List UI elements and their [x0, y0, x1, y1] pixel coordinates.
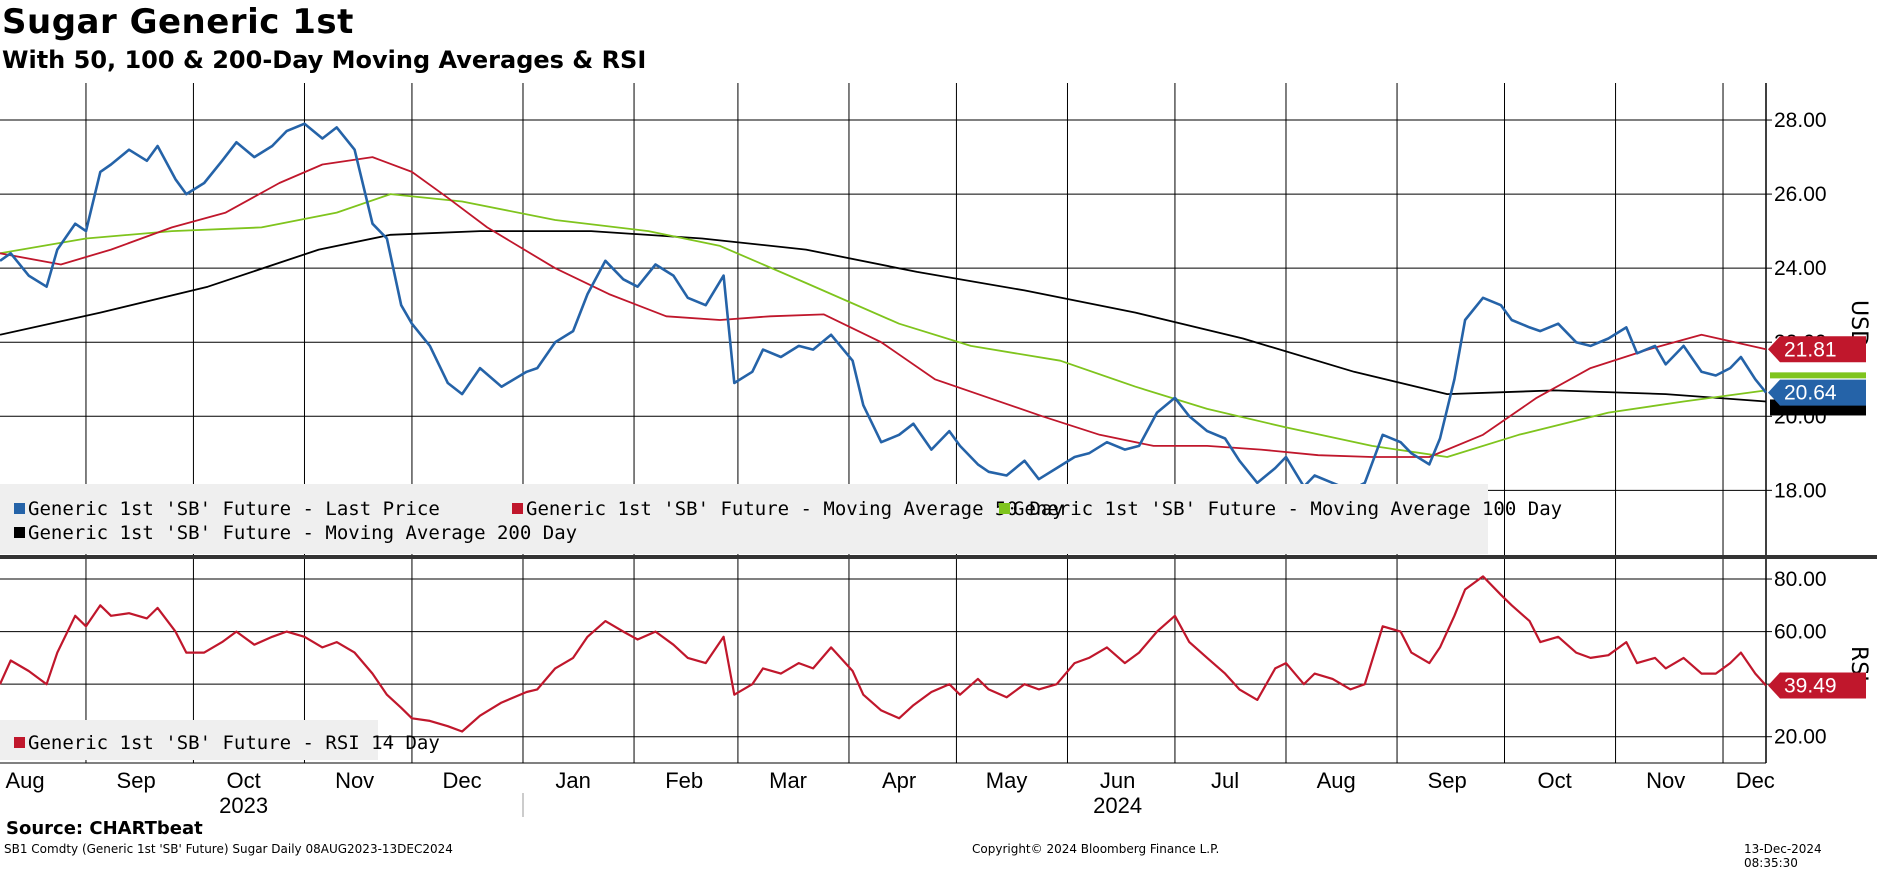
price-legend: Generic 1st 'SB' Future - Last Price Gene… — [0, 484, 1562, 554]
legend-swatch — [999, 503, 1010, 514]
chart-title: Sugar Generic 1st — [2, 2, 354, 42]
rsi-ytick-label: 60.00 — [1774, 621, 1827, 644]
legend-entry: Generic 1st 'SB' Future - Moving Average… — [14, 522, 577, 544]
x-tick-label: Dec — [1736, 768, 1775, 793]
legend-bg — [0, 484, 1488, 554]
x-tick-label: Dec — [443, 768, 482, 793]
x-tick-label: Aug — [5, 768, 44, 793]
x-tick-label: Apr — [882, 768, 916, 793]
price-ytick-label: 24.00 — [1774, 257, 1827, 280]
x-tick-label: Jul — [1211, 768, 1239, 793]
value-box-text: 21.81 — [1784, 338, 1837, 361]
x-tick-label: Jun — [1100, 768, 1135, 793]
source-label: Source: CHARTbeat — [6, 818, 203, 839]
price-ytick-label: 26.00 — [1774, 183, 1827, 206]
x-year-label: 2024 — [1093, 793, 1142, 818]
value-box-text: 20.64 — [1784, 382, 1837, 405]
x-tick-label: Feb — [665, 768, 703, 793]
legend-swatch — [14, 503, 25, 514]
x-tick-label: Aug — [1317, 768, 1356, 793]
legend-entry: Generic 1st 'SB' Future - Moving Average… — [999, 498, 1562, 520]
price-ytick-label: 28.00 — [1774, 109, 1827, 132]
x-tick-label: Mar — [769, 768, 807, 793]
rsi-legend: Generic 1st 'SB' Future - RSI 14 Day — [0, 720, 440, 760]
legend-swatch — [512, 503, 523, 514]
x-tick-label: Nov — [1646, 768, 1685, 793]
x-year-label: 2023 — [219, 793, 268, 818]
legend-entry: Generic 1st 'SB' Future - Moving Average… — [512, 498, 1064, 520]
legend-label: Generic 1st 'SB' Future - Moving Average… — [1013, 498, 1562, 520]
value-box-bg — [1768, 379, 1866, 406]
ma100-value-box — [1770, 372, 1866, 379]
x-tick-label: Oct — [226, 768, 260, 793]
legend-label: Generic 1st 'SB' Future - RSI 14 Day — [28, 732, 440, 754]
legend-entry: Generic 1st 'SB' Future - Last Price — [14, 498, 440, 520]
x-tick-label: Oct — [1538, 768, 1572, 793]
series-price-line — [0, 122, 1768, 492]
series-ma200-line — [0, 230, 1767, 403]
legend-swatch — [14, 527, 25, 538]
ma50-last-value: 21.81 — [1768, 336, 1866, 363]
x-tick-label: Sep — [1428, 768, 1467, 793]
series-ma100-line — [0, 193, 1767, 458]
x-tick-label: Nov — [335, 768, 374, 793]
x-tick-label: May — [986, 768, 1028, 793]
rsi-ytick-label: 80.00 — [1774, 568, 1827, 591]
legend-bg — [0, 720, 378, 760]
footer-info: SB1 Comdty (Generic 1st 'SB' Future) Sug… — [4, 842, 453, 856]
x-tick-label: Sep — [117, 768, 156, 793]
series-ma50-line — [0, 156, 1767, 458]
value-box-text: 39.49 — [1784, 674, 1837, 697]
price-last-value: 20.64 — [1768, 379, 1866, 406]
rsi-ytick-label: 20.00 — [1774, 726, 1827, 749]
legend-label: Generic 1st 'SB' Future - Moving Average… — [526, 498, 1064, 520]
legend-swatch — [14, 737, 25, 748]
x-tick-label: Jan — [555, 768, 590, 793]
footer-timestamp: 13-Dec-2024 08:35:30 — [1744, 842, 1822, 870]
value-box-bg — [1768, 336, 1866, 363]
legend-label: Generic 1st 'SB' Future - Moving Average… — [28, 522, 577, 544]
series-rsi-line — [0, 575, 1767, 733]
legend-label: Generic 1st 'SB' Future - Last Price — [28, 498, 440, 520]
rsi-last-value: 39.49 — [1768, 672, 1866, 699]
footer-copyright: Copyright© 2024 Bloomberg Finance L.P. — [972, 842, 1220, 856]
value-box-bg — [1768, 672, 1866, 699]
chart-subtitle: With 50, 100 & 200-Day Moving Averages &… — [2, 46, 647, 74]
price-ytick-label: 18.00 — [1774, 479, 1827, 502]
